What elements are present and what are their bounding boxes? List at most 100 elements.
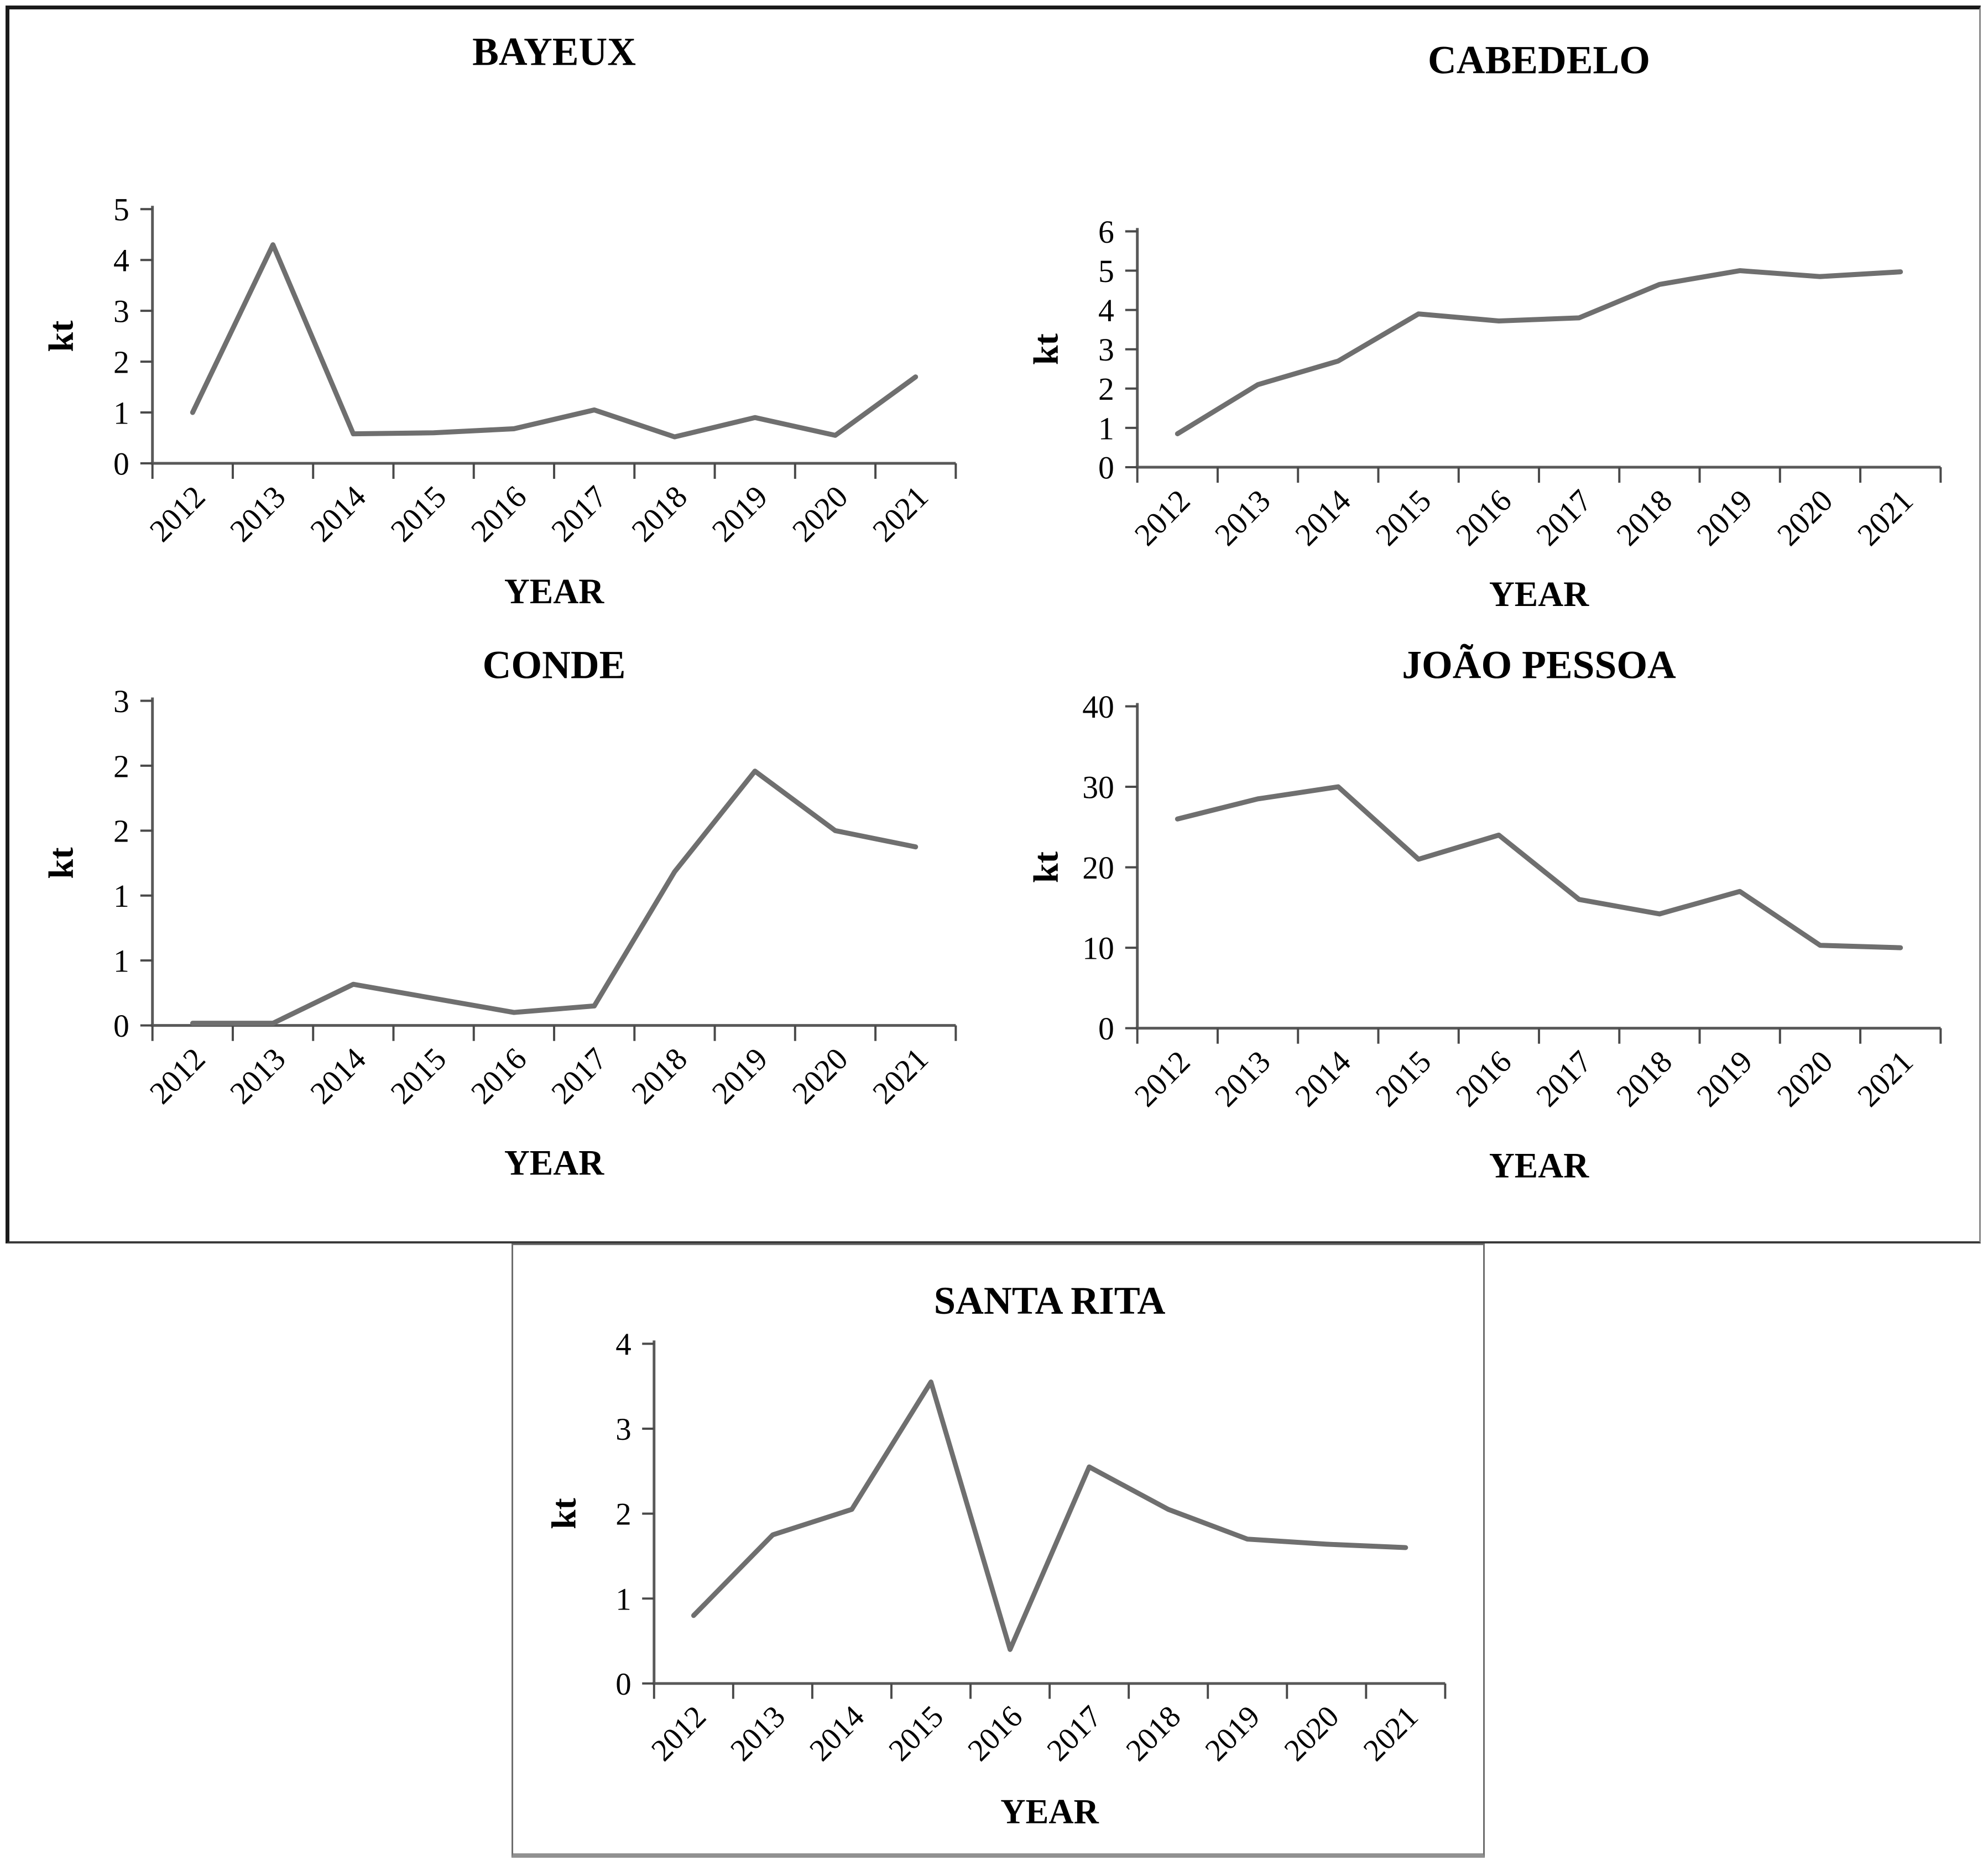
x-tick-label: 2017 (1530, 1044, 1599, 1114)
chart-panel-conde: CONDE 0 1 1 2 2 3 2012 2013 2014 2015 2016 2017 2018 2… (9, 625, 996, 1241)
y-axis-title: kt (1026, 333, 1066, 365)
x-tick-label: 2013 (223, 479, 293, 549)
x-tick-label: 2012 (143, 479, 212, 549)
x-tick-label: 2019 (706, 479, 775, 549)
x-axis-title: YEAR (1000, 1792, 1099, 1831)
x-axis-title: YEAR (504, 1143, 604, 1182)
y-tick-label: 0 (113, 446, 129, 482)
x-tick-label: 2018 (625, 479, 694, 549)
y-tick-label: 30 (1082, 769, 1114, 805)
x-tick-label: 2016 (962, 1699, 1030, 1768)
y-axis-title: kt (41, 847, 81, 879)
x-tick-label: 2013 (1208, 1044, 1277, 1114)
y-tick-label: 5 (1098, 253, 1114, 289)
x-tick-label: 2014 (304, 1041, 373, 1111)
y-tick-label: 0 (113, 1008, 129, 1044)
y-tick-label: 2 (113, 344, 129, 380)
x-tick-label: 2017 (545, 1041, 614, 1111)
x-tick-label: 2017 (545, 479, 614, 549)
chart-panel-bayeux: BAYEUX 0 1 2 3 4 5 2012 2013 2014 2015 2016 2017 2018… (9, 9, 996, 628)
x-tick-label: 2013 (1208, 483, 1277, 553)
x-tick-label: 2018 (625, 1041, 694, 1111)
x-tick-label: 2017 (1530, 483, 1599, 553)
x-tick-label: 2014 (1288, 1044, 1358, 1114)
x-tick-label: 2020 (1771, 483, 1840, 553)
x-tick-label: 2012 (143, 1041, 212, 1111)
y-tick-label: 3 (1098, 332, 1114, 368)
y-tick-label: 1 (1098, 410, 1114, 446)
x-tick-label: 2015 (1369, 483, 1438, 553)
line-chart-joao-pessoa: JOÃO PESSOA 0 10 20 30 40 2012 2013 2014 2015 2016… (1026, 642, 1942, 1185)
y-tick-label: 3 (113, 293, 129, 329)
chart-title: CABEDELO (1428, 38, 1650, 82)
x-tick-label: 2016 (465, 479, 534, 549)
x-tick-label: 2014 (304, 479, 373, 549)
x-tick-label: 2020 (1771, 1044, 1840, 1114)
x-tick-label: 2015 (384, 479, 453, 549)
x-tick-label: 2019 (706, 1041, 775, 1111)
x-axis-title: YEAR (1489, 574, 1589, 614)
y-tick-label: 2 (113, 748, 129, 784)
data-line (190, 769, 919, 1026)
y-tick-label: 1 (113, 395, 129, 431)
x-tick-label: 2020 (1278, 1699, 1346, 1768)
x-tick-label: 2012 (1128, 1044, 1197, 1114)
x-tick-label: 2020 (786, 479, 855, 549)
x-tick-label: 2018 (1610, 483, 1679, 553)
chart-title: CONDE (483, 642, 626, 687)
chart-panel-cabedelo: CABEDELO 0 1 2 3 4 5 6 2012 2013 2014 2015 2016 2017 2… (994, 9, 1979, 628)
y-tick-label: 0 (615, 1667, 631, 1702)
x-tick-label: 2021 (1357, 1699, 1425, 1768)
y-tick-label: 0 (1098, 450, 1114, 485)
x-tick-label: 2015 (883, 1699, 951, 1768)
chart-title: JOÃO PESSOA (1402, 642, 1676, 687)
data-line (190, 242, 919, 440)
x-tick-label: 2016 (1449, 483, 1519, 553)
x-tick-label: 2016 (1449, 1044, 1519, 1114)
y-tick-label: 4 (113, 242, 129, 278)
x-axis-title: YEAR (504, 572, 604, 611)
x-tick-label: 2018 (1610, 1044, 1679, 1114)
x-tick-label: 2012 (1128, 483, 1197, 553)
x-tick-label: 2014 (1288, 483, 1358, 553)
x-tick-label: 2012 (645, 1699, 713, 1768)
line-chart-bayeux: BAYEUX 0 1 2 3 4 5 2012 2013 2014 2015 2016 2017 2018… (41, 29, 957, 611)
y-tick-label: 1 (113, 878, 129, 914)
y-tick-label: 40 (1082, 689, 1114, 725)
x-axis-title: YEAR (1489, 1146, 1589, 1185)
y-tick-label: 4 (615, 1327, 631, 1362)
chart-grid-2x2: BAYEUX 0 1 2 3 4 5 2012 2013 2014 2015 2016 2017 2018… (6, 6, 1981, 1243)
y-axis-title: kt (1026, 851, 1066, 883)
y-tick-label: 6 (1098, 214, 1114, 250)
y-tick-label: 3 (113, 683, 129, 719)
x-tick-label: 2014 (803, 1699, 871, 1768)
y-tick-label: 0 (1098, 1011, 1114, 1047)
x-tick-label: 2020 (786, 1041, 855, 1111)
x-tick-label: 2015 (384, 1041, 453, 1111)
x-tick-label: 2019 (1690, 1044, 1760, 1114)
x-tick-label: 2019 (1690, 483, 1760, 553)
y-tick-label: 10 (1082, 930, 1114, 966)
y-tick-label: 20 (1082, 850, 1114, 886)
y-tick-label: 4 (1098, 292, 1114, 328)
x-tick-label: 2013 (724, 1699, 792, 1768)
y-axis-title: kt (545, 1498, 583, 1529)
y-tick-label: 2 (113, 813, 129, 849)
chart-panel-santa-rita-inner: SANTA RITA 0 1 2 3 4 2012 2013 2014 2015 2016 2017 2… (513, 1245, 1483, 1853)
x-tick-label: 2016 (465, 1041, 534, 1111)
x-tick-label: 2013 (223, 1041, 293, 1111)
y-tick-label: 3 (615, 1412, 631, 1447)
x-tick-label: 2017 (1041, 1699, 1109, 1768)
data-line (1175, 784, 1903, 950)
y-tick-label: 2 (1098, 371, 1114, 407)
x-tick-label: 2021 (1851, 1044, 1920, 1114)
chart-panel-joao-pessoa: JOÃO PESSOA 0 10 20 30 40 2012 2013 2014 2015 2016… (994, 625, 1979, 1241)
y-tick-label: 1 (113, 943, 129, 979)
y-tick-label: 1 (615, 1582, 631, 1617)
x-tick-label: 2021 (866, 1041, 935, 1111)
x-tick-label: 2021 (1851, 483, 1920, 553)
